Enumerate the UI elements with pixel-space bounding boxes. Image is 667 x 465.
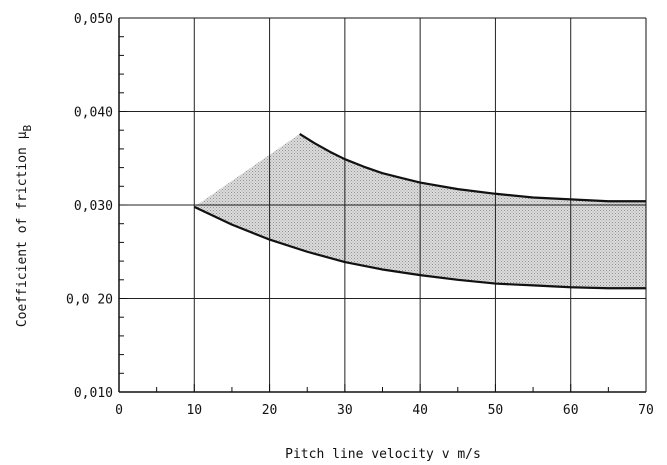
y-axis-label: Coefficient of friction μB	[15, 124, 34, 327]
lower-curve	[193, 205, 646, 290]
x-tick-label: 20	[262, 403, 278, 418]
x-tick-label: 10	[186, 403, 202, 418]
y-tick-label: 0,030	[74, 199, 113, 214]
x-tick-label: 30	[337, 403, 353, 418]
upper-curve	[299, 133, 646, 203]
x-tick-label: 0	[115, 403, 123, 418]
x-axis-label: Pitch line velocity v m/s	[285, 447, 481, 462]
x-tick-label: 50	[488, 403, 504, 418]
y-tick-label: 0,0 20	[66, 293, 113, 308]
axes: Pitch line velocity v m/s Coefficient of…	[15, 12, 654, 462]
x-tick-label: 40	[412, 403, 428, 418]
y-tick-label: 0,040	[74, 106, 113, 121]
x-tick-label: 60	[563, 403, 579, 418]
y-axis-label-subscript: B	[21, 124, 34, 131]
y-tick-label: 0,050	[74, 12, 113, 27]
grid	[118, 17, 647, 393]
y-axis-label-main: Coefficient of friction μ	[15, 131, 30, 327]
x-tick-label: 70	[638, 403, 654, 418]
curves	[193, 133, 646, 290]
y-tick-label: 0,010	[74, 386, 113, 401]
